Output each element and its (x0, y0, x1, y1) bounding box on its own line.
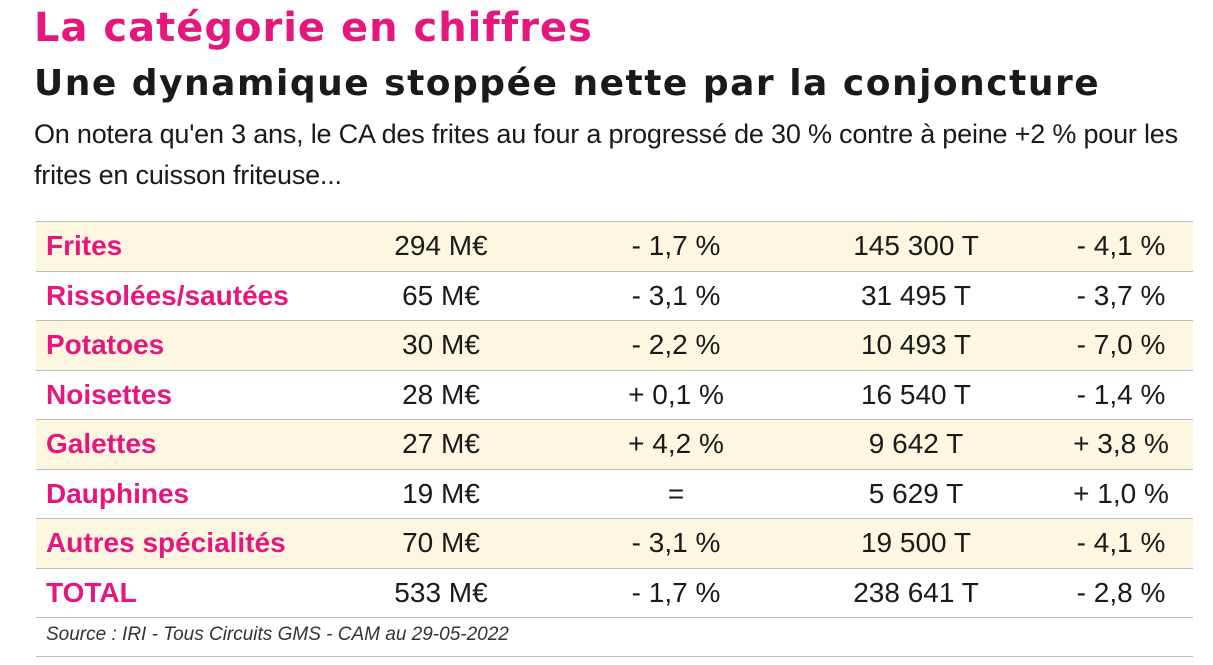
ca-evolution-cell: = (667, 477, 685, 509)
ca-evolution-cell: - 1,7 % (631, 576, 721, 608)
ca-evolution-cell: - 1,7 % (631, 230, 721, 261)
row-label: Noisettes (46, 378, 173, 410)
row-label: Frites (46, 230, 123, 261)
volume-cell: 9 642 T (868, 428, 964, 459)
data-table: Frites 294 M€ - 1,7 % 145 300 T - 4,1 % … (36, 221, 1193, 618)
table-row: Autres spécialités 70 M€ - 3,1 % 19 500 … (36, 519, 1193, 569)
table-row: Rissolées/sautées 65 M€ - 3,1 % 31 495 T… (36, 272, 1193, 321)
divider (36, 656, 1193, 657)
ca-evolution-cell: + 4,2 % (628, 428, 724, 459)
ca-cell: 27 M€ (402, 428, 480, 459)
ca-cell: 70 M€ (402, 527, 480, 558)
page-title: La catégorie en chiffres (34, 5, 593, 51)
ca-cell: 28 M€ (402, 378, 480, 410)
volume-evolution-cell: - 7,0 % (1076, 329, 1166, 360)
volume-cell: 19 500 T (860, 527, 972, 558)
ca-cell: 294 M€ (394, 230, 488, 261)
volume-cell: 5 629 T (868, 477, 964, 509)
ca-evolution-cell: - 3,1 % (631, 527, 721, 558)
volume-evolution-cell: - 4,1 % (1076, 527, 1166, 558)
table-row: Potatoes 30 M€ - 2,2 % 10 493 T - 7,0 % (36, 321, 1193, 371)
volume-evolution-cell: + 1,0 % (1073, 477, 1169, 509)
table-row: Galettes 27 M€ + 4,2 % 9 642 T + 3,8 % (36, 420, 1193, 470)
table-row: Dauphines 19 M€ = 5 629 T + 1,0 % (36, 470, 1193, 519)
ca-cell: 65 M€ (402, 279, 480, 311)
row-label: Rissolées/sautées (46, 279, 289, 311)
page-subtitle: Une dynamique stoppée nette par la conjo… (34, 63, 1101, 104)
ca-evolution-cell: - 3,1 % (631, 279, 721, 311)
source-note: Source : IRI - Tous Circuits GMS - CAM a… (46, 624, 509, 645)
intro-text: On notera qu'en 3 ans, le CA des frites … (34, 119, 1178, 190)
row-label: TOTAL (46, 576, 137, 608)
volume-evolution-cell: - 1,4 % (1076, 378, 1166, 410)
row-label: Dauphines (46, 477, 190, 509)
volume-evolution-cell: - 3,7 % (1076, 279, 1166, 311)
row-label: Potatoes (46, 329, 165, 360)
volume-cell: 10 493 T (860, 329, 972, 360)
ca-cell: 19 M€ (402, 477, 480, 509)
volume-cell: 238 641 T (853, 576, 979, 608)
ca-evolution-cell: + 0,1 % (628, 378, 724, 410)
volume-cell: 31 495 T (860, 279, 972, 311)
ca-cell: 533 M€ (394, 576, 488, 608)
table-row: Frites 294 M€ - 1,7 % 145 300 T - 4,1 % (36, 222, 1193, 272)
row-label: Autres spécialités (46, 527, 286, 558)
volume-evolution-cell: - 4,1 % (1076, 230, 1166, 261)
volume-cell: 16 540 T (860, 378, 972, 410)
volume-cell: 145 300 T (853, 230, 979, 261)
ca-evolution-cell: - 2,2 % (631, 329, 721, 360)
row-label: Galettes (46, 428, 157, 459)
ca-cell: 30 M€ (402, 329, 480, 360)
table-row: Noisettes 28 M€ + 0,1 % 16 540 T - 1,4 % (36, 371, 1193, 420)
volume-evolution-cell: + 3,8 % (1073, 428, 1169, 459)
table-row-total: TOTAL 533 M€ - 1,7 % 238 641 T - 2,8 % (36, 569, 1193, 618)
volume-evolution-cell: - 2,8 % (1076, 576, 1166, 608)
